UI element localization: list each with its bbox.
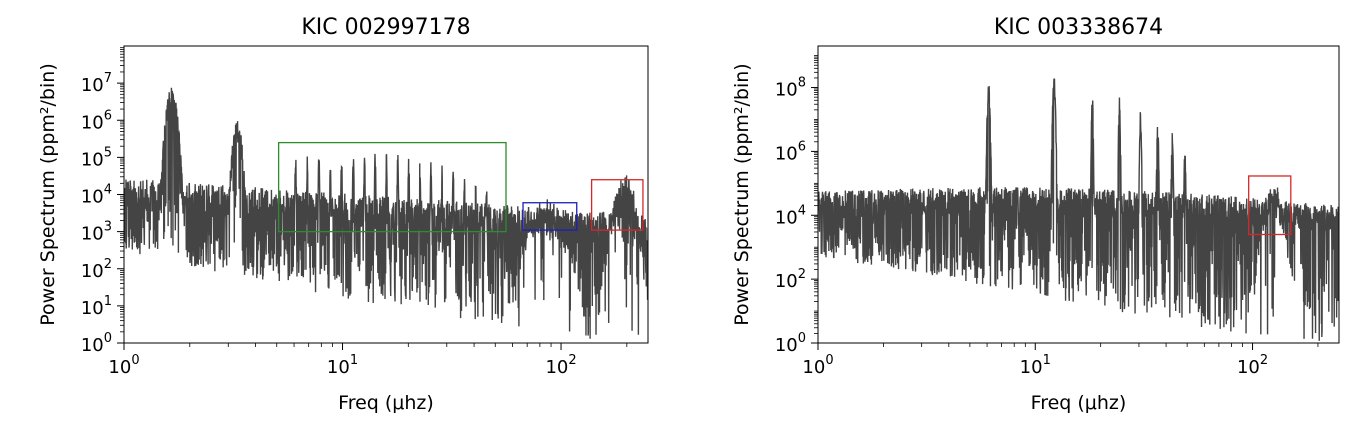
y-tick-label: 104: [775, 203, 806, 228]
y-tick-label: 102: [775, 267, 806, 292]
x-tick-label: 102: [1237, 353, 1268, 378]
power-spectrum-line: [818, 78, 1339, 341]
x-tick-label: 100: [802, 353, 833, 378]
chart-panel-right: 100 101 102 100 102 104 106 108 KIC 003338674 Fre…: [731, 15, 1340, 414]
highlight-box-1: [522, 202, 578, 231]
x-axis-label: Freq (μhz): [1031, 392, 1127, 414]
y-tick-label: 101: [81, 294, 112, 319]
highlight-box-0: [1248, 175, 1292, 236]
y-tick-label: 100: [81, 331, 112, 356]
x-tick-label: 101: [327, 353, 358, 378]
y-tick-label: 105: [81, 145, 112, 170]
highlight-box-0: [277, 141, 507, 233]
axes-frame: [817, 45, 1340, 344]
chart-panel-left: 100 101 102 100 101 102 103 104 105 106 107 KIC 002…: [37, 15, 649, 414]
y-tick-label: 103: [81, 220, 112, 245]
chart-title: KIC 003338674: [994, 15, 1163, 40]
chart-title: KIC 002997178: [301, 15, 470, 40]
y-tick-label: 108: [775, 76, 806, 101]
x-tick-label: 100: [108, 353, 139, 378]
power-spectrum-line: [124, 87, 648, 339]
x-axis-label: Freq (μhz): [338, 392, 434, 414]
y-tick-label: 104: [81, 183, 112, 208]
y-tick-label: 106: [81, 108, 112, 133]
y-tick-label: 106: [775, 139, 806, 164]
y-axis-label: Power Spectrum (ppm²/bin): [731, 63, 753, 325]
highlight-box-2: [590, 179, 644, 231]
y-tick-label: 102: [81, 257, 112, 282]
x-tick-label: 102: [545, 353, 576, 378]
y-tick-label: 100: [775, 331, 806, 356]
x-tick-label: 101: [1020, 353, 1051, 378]
y-tick-label: 107: [81, 71, 112, 96]
y-axis-label: Power Spectrum (ppm²/bin): [37, 63, 59, 325]
